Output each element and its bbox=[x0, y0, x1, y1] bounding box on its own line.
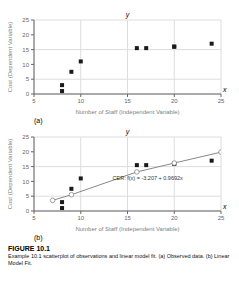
html-text:(a): (a) bbox=[34, 117, 43, 124]
svg-text:10: 10 bbox=[77, 215, 84, 221]
svg-text:25: 25 bbox=[22, 17, 29, 23]
html-text:y: y bbox=[125, 11, 130, 18]
svg-text:Cost (Dependent Variable): Cost (Dependent Variable) bbox=[8, 139, 13, 210]
html-text:CER: f(x) = -3.207 + 0.9692x: CER: f(x) = -3.207 + 0.9692x bbox=[112, 174, 183, 181]
svg-text:20: 20 bbox=[171, 98, 178, 104]
svg-text:Cost (Dependent Variable): Cost (Dependent Variable) bbox=[8, 22, 13, 93]
svg-text:15: 15 bbox=[22, 47, 29, 53]
svg-text:0: 0 bbox=[26, 91, 30, 97]
svg-text:5: 5 bbox=[26, 193, 30, 199]
svg-text:15: 15 bbox=[124, 215, 131, 221]
html-text:x: x bbox=[223, 203, 227, 210]
svg-text:5: 5 bbox=[26, 76, 30, 82]
html-text:y: y bbox=[125, 128, 130, 135]
svg-text:10: 10 bbox=[22, 62, 29, 68]
svg-text:5: 5 bbox=[32, 215, 36, 221]
svg-text:Number of Staff (Independent V: Number of Staff (Independent Variable) bbox=[75, 226, 179, 232]
svg-text:20: 20 bbox=[22, 149, 29, 155]
svg-text:25: 25 bbox=[218, 215, 225, 221]
svg-text:10: 10 bbox=[77, 98, 84, 104]
html-text:(b): (b) bbox=[34, 234, 43, 241]
svg-text:25: 25 bbox=[22, 134, 29, 140]
html-text:Example 10.1 scatterplot of ob: Example 10.1 scatterplot of observations… bbox=[8, 253, 230, 266]
svg-text:0: 0 bbox=[26, 208, 30, 214]
svg-text:20: 20 bbox=[22, 32, 29, 38]
svg-text:Number of Staff (Independent V: Number of Staff (Independent Variable) bbox=[75, 109, 179, 115]
svg-text:25: 25 bbox=[218, 98, 225, 104]
svg-text:10: 10 bbox=[22, 179, 29, 185]
html-text:x: x bbox=[223, 86, 227, 93]
svg-text:20: 20 bbox=[171, 215, 178, 221]
svg-text:5: 5 bbox=[32, 98, 36, 104]
html-text:FIGURE 10.1: FIGURE 10.1 bbox=[8, 245, 50, 252]
svg-text:15: 15 bbox=[124, 98, 131, 104]
svg-text:15: 15 bbox=[22, 164, 29, 170]
